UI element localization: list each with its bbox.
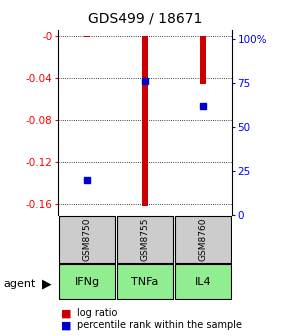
Text: ■: ■ <box>61 308 71 318</box>
Text: ▶: ▶ <box>42 278 52 290</box>
Text: GSM8760: GSM8760 <box>198 218 208 261</box>
Bar <box>117 216 173 263</box>
Text: IL4: IL4 <box>195 277 211 287</box>
Text: GSM8750: GSM8750 <box>82 218 92 261</box>
Bar <box>200 36 206 84</box>
Bar <box>175 216 231 263</box>
Text: percentile rank within the sample: percentile rank within the sample <box>77 320 242 330</box>
Bar <box>59 216 115 263</box>
Bar <box>84 36 90 37</box>
Text: TNFa: TNFa <box>131 277 159 287</box>
Text: ■: ■ <box>61 320 71 330</box>
Bar <box>59 264 115 299</box>
Bar <box>175 264 231 299</box>
Bar <box>117 264 173 299</box>
Bar <box>142 36 148 206</box>
Text: log ratio: log ratio <box>77 308 117 318</box>
Text: IFNg: IFNg <box>75 277 99 287</box>
Text: agent: agent <box>3 279 35 289</box>
Text: GSM8755: GSM8755 <box>140 218 150 261</box>
Text: GDS499 / 18671: GDS499 / 18671 <box>88 12 202 26</box>
